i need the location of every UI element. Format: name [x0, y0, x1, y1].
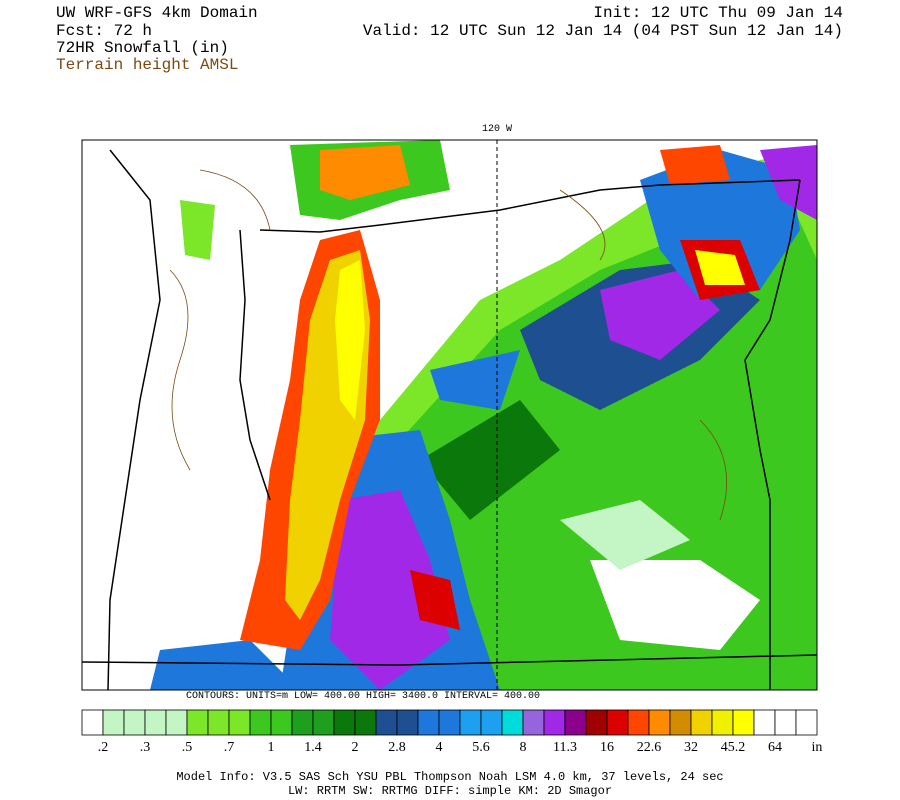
colorbar-swatch — [753, 709, 776, 736]
colorbar-swatch — [207, 709, 230, 736]
colorbar-swatch — [543, 709, 566, 736]
colorbar-label: 32 — [684, 740, 698, 755]
map-field — [82, 140, 817, 690]
colorbar-swatch — [81, 709, 104, 736]
header-line: Fcst: 72 h — [56, 22, 152, 40]
colorbar: .2 .3 .5 .7 1 1.4 2 2.8 4 5.6 8 11.3 16 22.6 32 45.2 64 i… — [81, 709, 823, 755]
map-frame — [81, 139, 818, 691]
footer-line: LW: RRTM SW: RRTMG DIFF: simple KM: 2D S… — [288, 784, 612, 798]
colorbar-swatch — [522, 709, 545, 736]
colorbar-unit: in — [812, 740, 823, 755]
colorbar-swatch — [312, 709, 335, 736]
colorbar-swatch — [228, 709, 251, 736]
colorbar-swatch — [564, 709, 587, 736]
colorbar-swatch — [501, 709, 524, 736]
colorbar-swatch — [270, 709, 293, 736]
colorbar-swatch — [354, 709, 377, 736]
terrain-label: Terrain height AMSL — [56, 56, 238, 74]
colorbar-swatch — [417, 709, 440, 736]
colorbar-swatch — [396, 709, 419, 736]
colorbar-swatch — [648, 709, 671, 736]
colorbar-label: 4 — [436, 740, 443, 755]
colorbar-swatch — [249, 709, 272, 736]
colorbar-swatch — [774, 709, 797, 736]
colorbar-swatch — [102, 709, 125, 736]
colorbar-label: .7 — [224, 740, 235, 755]
colorbar-swatch — [480, 709, 503, 736]
colorbar-swatch — [711, 709, 734, 736]
init-time: Init: 12 UTC Thu 09 Jan 14 — [593, 4, 843, 22]
colorbar-label: 1.4 — [304, 740, 322, 755]
colorbar-label: 5.6 — [472, 740, 490, 755]
colorbar-label: 64 — [768, 740, 782, 755]
colorbar-swatch — [333, 709, 356, 736]
colorbar-label: 16 — [600, 740, 614, 755]
colorbar-swatch — [795, 709, 818, 736]
footer-line: Model Info: V3.5 SAS Sch YSU PBL Thompso… — [176, 770, 723, 784]
colorbar-swatch — [627, 709, 650, 736]
colorbar-label: 45.2 — [721, 740, 746, 755]
colorbar-swatch — [144, 709, 167, 736]
meridian-label: 120 W — [482, 124, 512, 135]
colorbar-label: 8 — [520, 740, 527, 755]
colorbar-label: .2 — [98, 740, 109, 755]
colorbar-label: .5 — [182, 740, 193, 755]
colorbar-label: 22.6 — [637, 740, 662, 755]
valid-time: Valid: 12 UTC Sun 12 Jan 14 (04 PST Sun … — [363, 22, 843, 40]
colorbar-swatch — [459, 709, 482, 736]
colorbar-swatch — [438, 709, 461, 736]
header-line: UW WRF-GFS 4km Domain — [56, 4, 258, 22]
colorbar-swatch — [123, 709, 146, 736]
colorbar-swatch — [690, 709, 713, 736]
colorbar-label: 11.3 — [553, 740, 577, 755]
colorbar-swatch — [669, 709, 692, 736]
colorbar-swatch — [291, 709, 314, 736]
colorbar-swatch — [186, 709, 209, 736]
colorbar-swatch — [165, 709, 188, 736]
colorbar-swatch — [606, 709, 629, 736]
colorbar-label: 2 — [352, 740, 359, 755]
header-line: 72HR Snowfall (in) — [56, 39, 229, 57]
colorbar-label: 2.8 — [388, 740, 406, 755]
colorbar-swatch — [375, 709, 398, 736]
colorbar-label: .3 — [140, 740, 151, 755]
colorbar-swatch — [732, 709, 755, 736]
colorbar-label: 1 — [268, 740, 275, 755]
contour-info: CONTOURS: UNITS=m LOW= 400.00 HIGH= 3400… — [186, 691, 540, 702]
colorbar-swatch — [585, 709, 608, 736]
